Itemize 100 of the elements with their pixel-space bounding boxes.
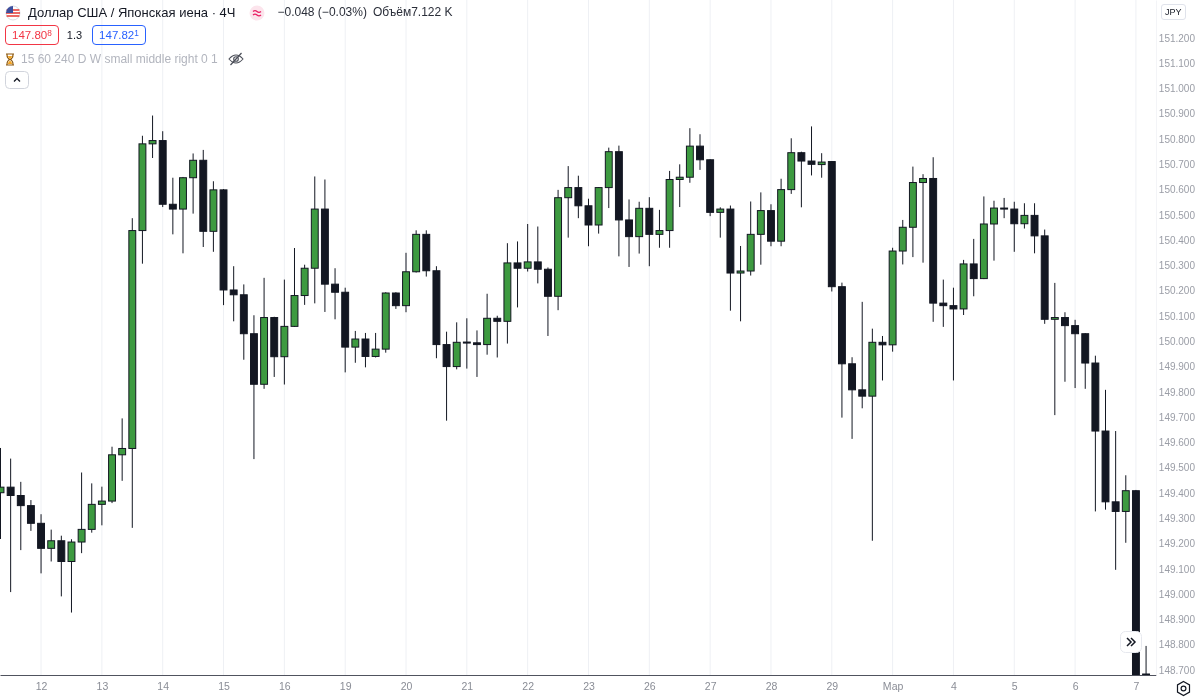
x-tick-label: 16 xyxy=(279,680,291,693)
x-tick-label: 14 xyxy=(157,680,170,693)
x-tick-label: 22 xyxy=(522,680,535,693)
y-tick-label: 150.200 xyxy=(1158,285,1196,297)
annotation: 147.80$^{8}$ xyxy=(5,25,59,45)
candlestick xyxy=(1121,474,1130,544)
x-tick-label: 7 xyxy=(1133,680,1140,693)
candlestick xyxy=(6,458,15,593)
candlestick xyxy=(473,329,481,378)
candlestick xyxy=(990,200,998,262)
annotation: 15 60 240 D W small middle right 0 1 xyxy=(21,51,218,67)
y-tick-label: 149.900 xyxy=(1158,361,1196,373)
x-tick-label: 27 xyxy=(704,680,717,693)
candlestick xyxy=(574,175,583,219)
x-tick-label: 12 xyxy=(35,680,48,693)
candlestick xyxy=(229,265,238,322)
candlestick xyxy=(513,240,522,308)
candlestick xyxy=(523,223,532,273)
candlestick xyxy=(77,472,86,554)
candlestick xyxy=(919,173,927,264)
y-tick-label: 149.700 xyxy=(1158,411,1196,423)
y-tick-label: 151.200 xyxy=(1158,32,1196,44)
x-tick-label: 23 xyxy=(583,680,595,693)
y-tick-label: 150.100 xyxy=(1158,310,1196,322)
x-tick-label: Мар xyxy=(882,680,904,693)
y-tick-label: 150.000 xyxy=(1158,335,1196,347)
y-tick-label: 151.100 xyxy=(1158,57,1196,69)
y-tick-label: 151.000 xyxy=(1158,83,1196,95)
candlestick xyxy=(858,301,867,409)
candlestick xyxy=(1050,282,1059,416)
candlestick xyxy=(57,535,66,597)
x-tick-label: 20 xyxy=(400,680,413,693)
candlestick xyxy=(898,219,907,265)
y-tick-label: 150.400 xyxy=(1158,234,1196,246)
x-tick-label: 28 xyxy=(765,680,778,693)
candlestick xyxy=(716,206,725,239)
x-tick-label: 15 xyxy=(218,680,231,693)
annotation: −0.048 (−0.03%) xyxy=(277,5,367,20)
candlestick xyxy=(1010,201,1019,253)
y-tick-label: 149.500 xyxy=(1158,462,1196,474)
y-tick-label: 150.700 xyxy=(1158,159,1196,171)
candlestick xyxy=(878,335,887,381)
candlestick xyxy=(939,279,948,328)
chart-title: Доллар США / Японская иена · 4Ч xyxy=(28,5,236,20)
x-tick-label: 21 xyxy=(461,680,474,693)
candlestick xyxy=(564,165,573,239)
candlestick xyxy=(756,191,765,266)
candlestick xyxy=(1111,430,1120,571)
y-tick-label: 150.500 xyxy=(1158,209,1196,221)
annotation: 1.3 xyxy=(66,27,83,43)
candlestick xyxy=(331,267,339,320)
y-tick-label: 149.800 xyxy=(1158,386,1196,398)
candlestick xyxy=(675,163,684,208)
y-tick-label: 150.300 xyxy=(1158,260,1196,272)
candlestick xyxy=(118,417,127,482)
text: JPY xyxy=(1161,4,1186,20)
candlestick xyxy=(807,125,816,176)
candlestick xyxy=(371,332,380,358)
y-tick-label: 148.700 xyxy=(1158,664,1196,676)
y-tick-label: 149.000 xyxy=(1158,588,1196,600)
candlestick xyxy=(361,332,370,368)
annotation: Объём7.122 K xyxy=(372,5,453,20)
candlestick xyxy=(1061,311,1069,383)
candlestick xyxy=(16,481,25,551)
candlestick xyxy=(493,315,502,358)
candlestick xyxy=(1071,319,1080,389)
x-tick-label: 29 xyxy=(826,680,839,693)
y-tick-label: 150.600 xyxy=(1158,184,1196,196)
y-tick-label: 149.100 xyxy=(1158,563,1196,575)
candlestick xyxy=(817,152,826,179)
x-tick-label: 26 xyxy=(643,680,656,693)
annotation: 147.82$^{1}$ xyxy=(92,25,146,45)
candlestick xyxy=(625,198,633,268)
x-tick-label: 19 xyxy=(339,680,352,693)
y-tick-label: 150.800 xyxy=(1158,133,1196,145)
x-tick-label: 5 xyxy=(1011,680,1018,693)
candlestick xyxy=(67,538,76,614)
y-tick-label: 149.400 xyxy=(1158,487,1196,499)
candlestick xyxy=(462,317,471,370)
candlestick xyxy=(696,133,704,171)
candlestick xyxy=(168,177,177,235)
candlestick xyxy=(1000,197,1009,219)
candlestick xyxy=(189,152,198,215)
y-tick-label: 149.200 xyxy=(1158,538,1196,550)
candlestick xyxy=(351,330,360,364)
x-tick-label: 13 xyxy=(96,680,109,693)
candlestick xyxy=(969,238,978,297)
y-tick-label: 148.800 xyxy=(1158,639,1196,651)
y-tick-label: 149.600 xyxy=(1158,437,1196,449)
x-tick-label: 6 xyxy=(1072,680,1079,693)
candlestick xyxy=(47,529,56,562)
candlestick xyxy=(1142,645,1151,675)
candlestick xyxy=(797,151,806,208)
candlestick xyxy=(584,198,593,247)
candlestick xyxy=(533,226,542,284)
candlestick xyxy=(26,499,35,532)
y-tick-label: 150.900 xyxy=(1158,108,1196,120)
y-tick-label: 148.900 xyxy=(1158,614,1196,626)
y-tick-label: 149.300 xyxy=(1158,512,1196,524)
candlestick xyxy=(97,486,106,526)
